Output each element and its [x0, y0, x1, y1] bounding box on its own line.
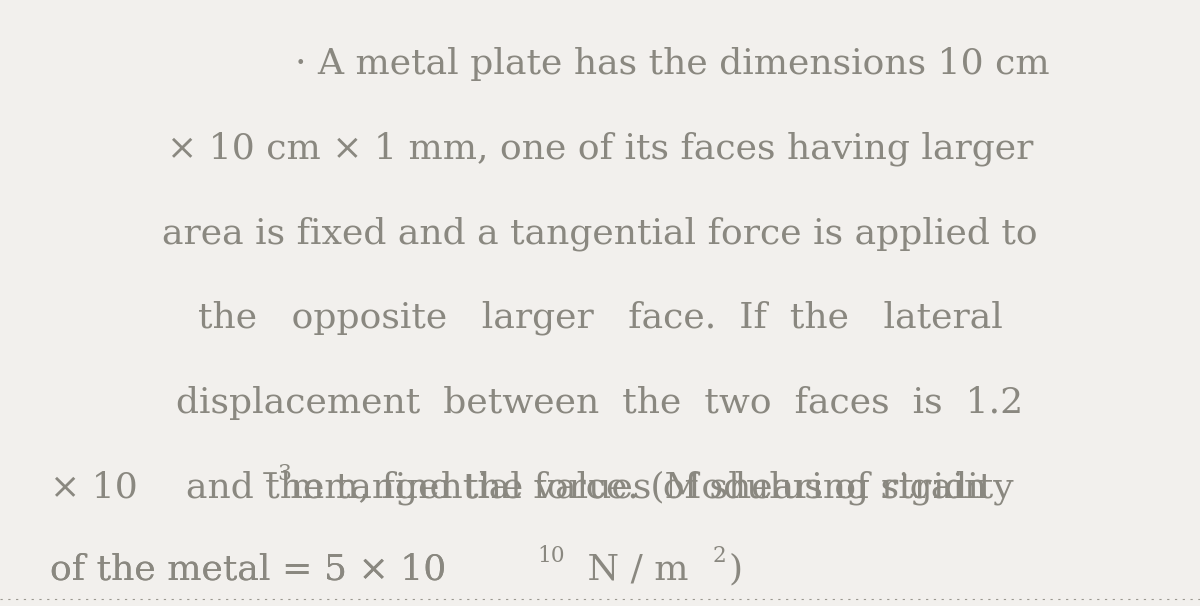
- Text: 2: 2: [713, 545, 726, 567]
- Text: displacement  between  the  two  faces  is  1.2: displacement between the two faces is 1.…: [176, 386, 1024, 420]
- Text: · A metal plate has the dimensions 10 cm: · A metal plate has the dimensions 10 cm: [295, 47, 1049, 81]
- Text: 10: 10: [538, 545, 565, 567]
- Text: of the metal = 5 × 10: of the metal = 5 × 10: [50, 553, 446, 587]
- Text: and the tangential force. (Modulus of rigidity: and the tangential force. (Modulus of ri…: [186, 470, 1014, 505]
- Text: −3: −3: [260, 464, 293, 485]
- Text: × 10 cm × 1 mm, one of its faces having larger: × 10 cm × 1 mm, one of its faces having …: [167, 132, 1033, 165]
- Text: of the metal = 5 × 10: of the metal = 5 × 10: [50, 553, 446, 587]
- Text: ): ): [728, 553, 743, 587]
- Text: × 10: × 10: [50, 471, 138, 505]
- Text: the   opposite   larger   face.  If  the   lateral: the opposite larger face. If the lateral: [198, 301, 1002, 335]
- Text: area is fixed and a tangential force is applied to: area is fixed and a tangential force is …: [162, 216, 1038, 250]
- Text: mm, find the values of shearing strain: mm, find the values of shearing strain: [290, 471, 988, 505]
- Text: N / m: N / m: [576, 553, 689, 587]
